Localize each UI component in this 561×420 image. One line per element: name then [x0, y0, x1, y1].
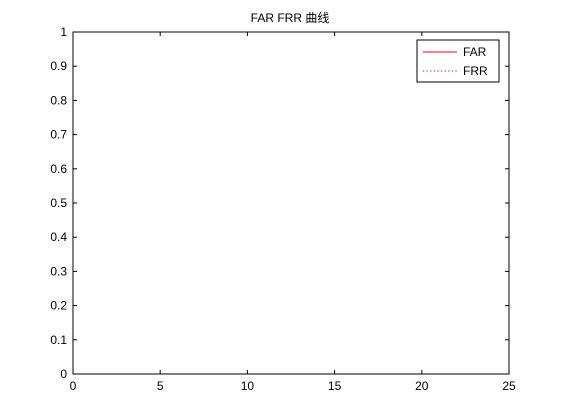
y-tick-label: 0.1 — [50, 333, 67, 347]
y-tick-label: 0.4 — [50, 230, 67, 244]
x-tick-label: 15 — [328, 379, 342, 393]
y-tick-label: 0.2 — [50, 299, 67, 313]
legend-box — [416, 39, 500, 83]
x-tick-label: 5 — [157, 379, 164, 393]
x-tick-label: 10 — [241, 379, 255, 393]
chart-title: FAR FRR 曲线 — [251, 11, 330, 25]
y-tick-label: 1 — [60, 25, 67, 39]
legend-label-far: FAR — [463, 45, 487, 59]
plot-box — [72, 31, 510, 375]
y-tick-label: 0.5 — [50, 196, 67, 210]
y-tick-label: 0.6 — [50, 162, 67, 176]
y-tick-label: 0.3 — [50, 264, 67, 278]
legend-label-frr: FRR — [463, 64, 488, 78]
y-tick-label: 0 — [60, 367, 67, 381]
axes: 0 5 10 15 20 25 0 0.1 0.2 0.3 0.4 0.5 0.6 0.7 0.8 0.9 1 — [50, 25, 516, 393]
x-tick-label: 25 — [502, 379, 516, 393]
x-tick-label: 20 — [415, 379, 429, 393]
y-tick-label: 0.9 — [50, 59, 67, 73]
x-tick-label: 0 — [70, 379, 77, 393]
legend: FAR FRR — [416, 39, 500, 83]
y-tick-label: 0.7 — [50, 128, 67, 142]
y-tick-label: 0.8 — [50, 93, 67, 107]
